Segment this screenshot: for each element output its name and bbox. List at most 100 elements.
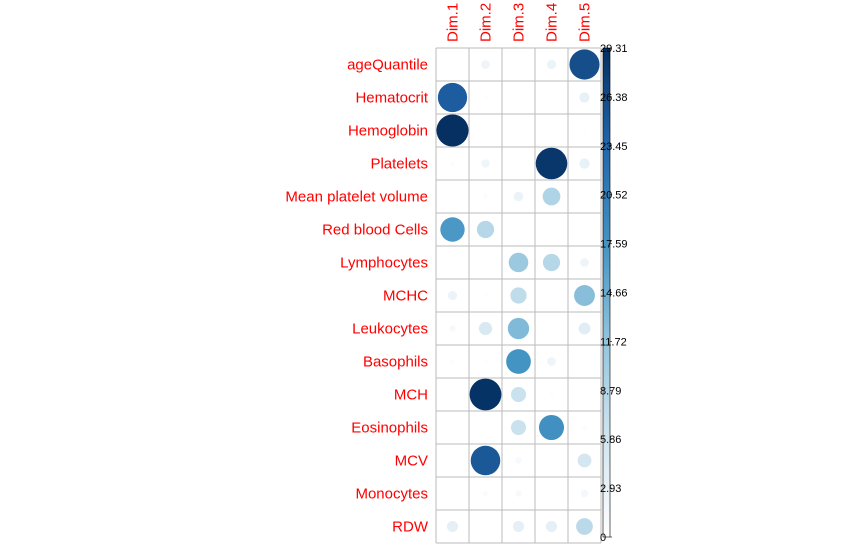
cell-circle [542,253,561,272]
cell-circle [515,490,522,497]
cell-circle [577,453,592,468]
column-label: Dim.1 [445,3,462,42]
cell-circle [508,252,529,273]
cell-circle [576,518,593,535]
cell-circle [550,492,553,495]
row-label: Leukocytes [352,321,428,338]
cell-circle [451,393,454,396]
legend-tick-label: 29.31 [600,43,628,55]
cell-circle [451,195,454,198]
legend-tick-label: 23.45 [600,141,628,153]
cell-circle [574,285,595,306]
row-labels: ageQuantile Hematocrit Hemoglobin Platelets… [285,57,428,536]
cell-circle [506,349,531,374]
cell-circle [582,425,587,430]
row-label: Platelets [370,156,428,173]
row-label: RDW [392,519,429,536]
cell-circle [449,325,456,332]
cell-circle [535,147,568,180]
cell-circle [549,392,554,397]
row-label: MCHC [383,288,428,305]
row-label: Mean platelet volume [285,189,428,206]
legend-tick-label: 2.93 [600,483,621,495]
cell-circle [579,92,590,103]
row-label: Hemoglobin [348,123,428,140]
cell-circle [582,128,587,133]
cell-circle [569,49,600,80]
cell-circle [516,62,521,67]
cell-circle [510,386,527,403]
legend-tick-label: 26.38 [600,92,628,104]
column-labels: Dim.1 Dim.2 Dim.3 Dim.4 Dim.5 [445,3,594,42]
cell-circle [481,60,490,69]
cell-circle [470,445,501,476]
row-label: Monocytes [355,486,428,503]
row-label: MCV [395,453,428,470]
legend-tick-label: 5.86 [600,434,621,446]
cell-circle [512,520,525,533]
grid [435,47,602,544]
cell-circle [450,359,455,364]
cell-circle [550,294,553,297]
cell-circle [482,490,489,497]
column-label: Dim.3 [511,3,528,42]
cell-circle [436,114,469,147]
cell-circle [583,393,586,396]
cell-circle [447,290,458,301]
legend-tick-label: 17.59 [600,239,628,251]
legend-tick-label: 11.72 [600,336,627,348]
circles [436,49,600,535]
cell-circle [542,187,561,206]
row-label: Eosinophils [351,420,428,437]
cell-circle [440,217,465,242]
cell-circle [517,129,520,132]
cell-circle [481,159,490,168]
cell-circle [579,158,590,169]
cell-circle [483,359,488,364]
cell-circle [510,419,527,436]
cell-circle [483,260,488,265]
cell-circle [583,228,586,231]
cell-circle [450,491,455,496]
cell-circle [578,322,591,335]
cell-circle [516,161,521,166]
legend-tick-label: 0 [600,532,606,544]
cell-circle [437,82,468,113]
column-label: Dim.2 [478,3,495,42]
row-label: MCH [394,387,428,404]
row-label: Basophils [363,354,428,371]
legend-tick-label: 20.52 [600,190,628,202]
cell-circle [478,321,493,336]
cell-circle [547,357,556,366]
cell-circle [483,293,488,298]
color-legend: 29.31 26.38 23.45 20.52 17.59 14.66 11.72 8.79 5… [600,43,628,544]
row-label: Red blood Cells [322,222,428,239]
cell-circle [484,525,487,528]
cell-circle [483,194,488,199]
cell-circle [582,359,587,364]
row-label: ageQuantile [347,57,428,74]
cell-circle [483,95,488,100]
cell-circle [550,459,553,462]
cell-circle [580,258,589,267]
row-label: Hematocrit [355,90,428,107]
legend-tick-label: 14.66 [600,288,628,300]
cell-circle [469,378,502,411]
cell-circle [545,520,558,533]
cell-circle [450,161,455,166]
cell-circle [546,59,557,70]
row-label: Lymphocytes [340,255,428,272]
cell-circle [484,129,487,132]
cell-circle [513,191,524,202]
cell-circle [510,287,527,304]
cell-circle [538,414,565,441]
cell-circle [580,489,589,498]
legend-tick-label: 8.79 [600,385,621,397]
cell-circle [446,520,459,533]
cell-circle [507,317,530,340]
column-label: Dim.4 [544,3,561,42]
cell-circle [476,220,495,239]
cell-circle [515,457,522,464]
